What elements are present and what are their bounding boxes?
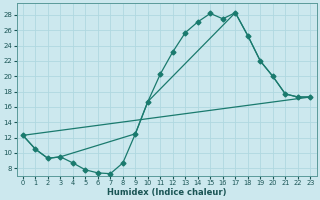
X-axis label: Humidex (Indice chaleur): Humidex (Indice chaleur) <box>107 188 226 197</box>
